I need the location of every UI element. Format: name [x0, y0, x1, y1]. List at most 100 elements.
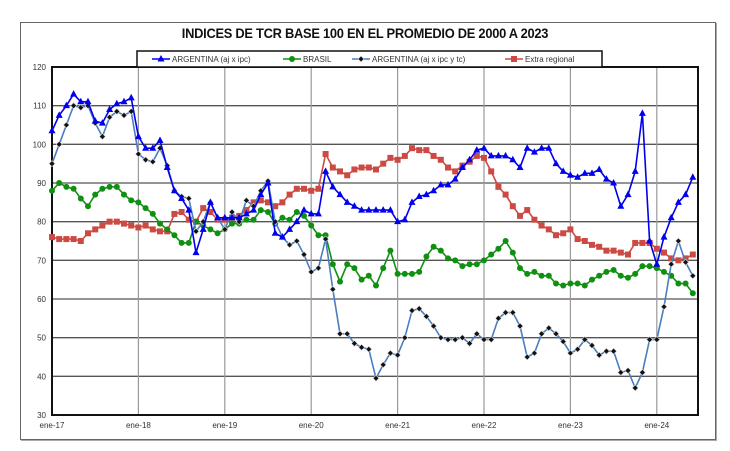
data-point: [408, 198, 416, 205]
data-point: [531, 216, 538, 223]
data-point: [106, 218, 113, 225]
data-point: [265, 199, 271, 206]
data-point: [192, 227, 200, 235]
data-point: [516, 163, 524, 171]
data-point: [113, 183, 120, 190]
data-point: [337, 168, 343, 175]
data-point: [603, 247, 610, 254]
y-tick-label: 50: [37, 334, 46, 343]
data-point: [344, 261, 351, 268]
data-point: [121, 191, 127, 198]
data-point: [581, 336, 589, 344]
x-tick-label: ene-23: [558, 421, 583, 430]
data-point: [523, 144, 531, 151]
data-point: [337, 278, 343, 285]
data-point: [538, 222, 545, 229]
data-point: [307, 268, 315, 276]
data-point: [178, 194, 186, 201]
data-point: [322, 235, 330, 243]
data-point: [430, 243, 437, 250]
x-tick-label: ene-17: [40, 421, 65, 430]
data-point: [121, 220, 127, 227]
data-point: [401, 152, 408, 159]
data-point: [128, 197, 135, 204]
data-point: [365, 164, 372, 171]
data-point: [365, 272, 372, 279]
data-point: [387, 154, 394, 161]
data-point: [481, 154, 487, 161]
data-point: [77, 238, 84, 244]
x-tick-label: ene-18: [126, 421, 151, 430]
data-point: [653, 245, 660, 252]
data-point: [286, 216, 293, 223]
data-point: [106, 113, 114, 121]
data-point: [574, 280, 581, 287]
data-point: [185, 239, 192, 246]
data-point: [675, 280, 682, 287]
data-point: [445, 255, 451, 262]
data-point: [617, 249, 624, 256]
data-point: [430, 322, 438, 330]
data-point: [437, 180, 445, 188]
data-point: [293, 237, 301, 245]
legend-label: ARGENTINA (aj x ipc): [172, 55, 251, 64]
data-point: [70, 236, 77, 243]
data-point: [524, 207, 531, 214]
data-point: [250, 206, 258, 213]
data-point: [437, 334, 445, 342]
data-point: [329, 261, 336, 268]
data-point: [387, 247, 394, 254]
data-point: [128, 222, 135, 229]
data-point: [301, 185, 307, 192]
data-point: [178, 239, 185, 246]
data-point: [185, 206, 193, 213]
data-point: [265, 209, 271, 215]
data-point: [661, 249, 667, 256]
data-point: [408, 307, 416, 315]
data-point: [473, 152, 480, 159]
data-point: [603, 268, 610, 275]
data-point: [207, 226, 214, 233]
data-point: [617, 272, 624, 279]
data-point: [308, 187, 315, 194]
data-point: [523, 353, 531, 361]
data-point: [559, 338, 567, 345]
data-point: [674, 237, 682, 245]
data-point: [257, 197, 264, 204]
data-point: [566, 349, 574, 357]
data-point: [106, 183, 113, 190]
data-point: [409, 145, 415, 152]
data-point: [163, 163, 171, 171]
series-brasil: [49, 180, 696, 297]
data-point: [55, 140, 63, 148]
data-point: [481, 257, 487, 264]
data-point: [401, 215, 409, 223]
data-point: [84, 97, 92, 105]
data-point: [314, 209, 322, 217]
data-point: [286, 225, 294, 232]
data-point: [588, 169, 596, 176]
data-point: [509, 155, 517, 163]
chart-title: INDICES DE TCR BASE 100 EN EL PROMEDIO D…: [181, 25, 549, 41]
data-point: [358, 164, 365, 171]
data-point: [610, 179, 618, 186]
data-point: [170, 186, 178, 194]
data-point: [250, 199, 257, 206]
data-point: [509, 203, 516, 210]
data-point: [596, 272, 603, 279]
data-point: [422, 312, 430, 320]
data-point: [77, 104, 85, 112]
data-point: [322, 151, 329, 157]
data-point: [99, 185, 106, 192]
data-point: [589, 276, 595, 283]
legend-marker: [157, 55, 165, 62]
data-point: [602, 175, 610, 182]
data-point: [358, 206, 366, 213]
data-point: [322, 167, 330, 174]
data-point: [466, 261, 473, 268]
data-point: [228, 213, 236, 221]
data-point: [373, 166, 379, 173]
data-point: [581, 169, 589, 176]
data-point: [624, 367, 632, 374]
data-point: [458, 334, 466, 342]
